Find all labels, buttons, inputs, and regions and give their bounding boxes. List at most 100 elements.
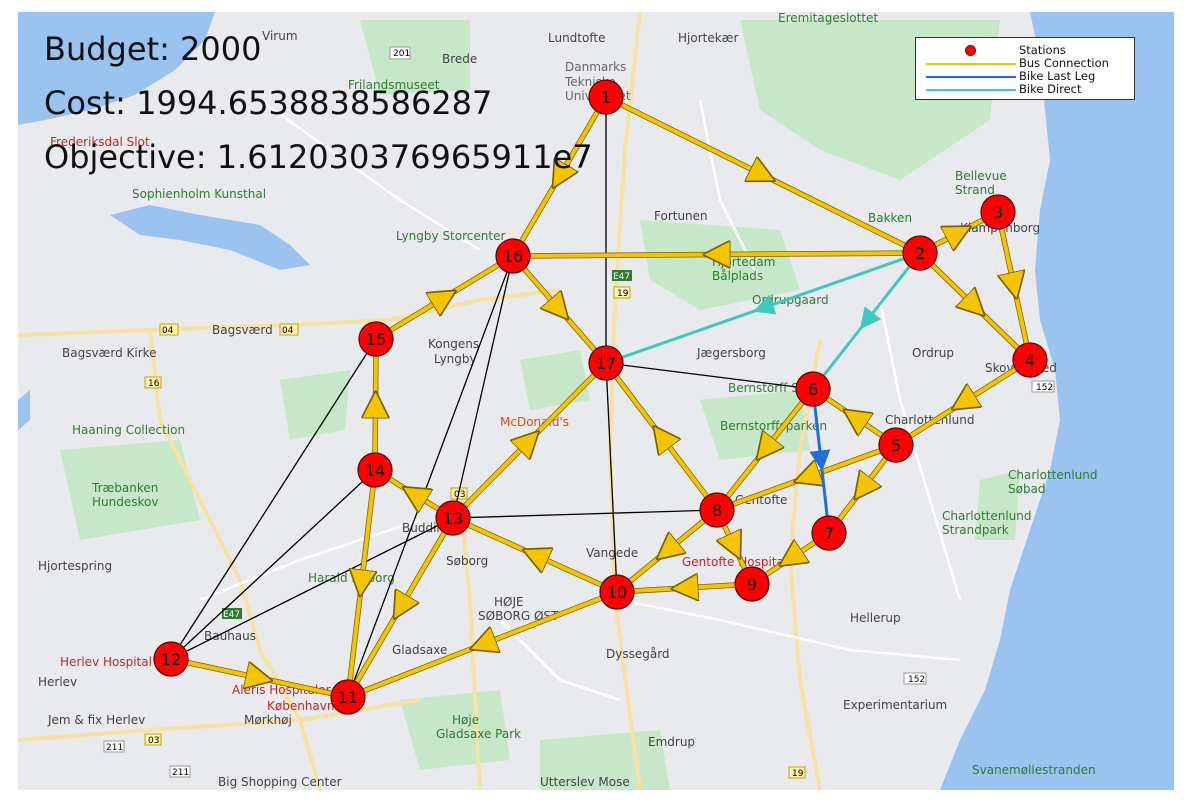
svg-text:Jem & fix Herlev: Jem & fix Herlev (47, 713, 145, 727)
svg-text:Virum: Virum (262, 29, 298, 43)
station-marker (358, 321, 394, 357)
svg-text:Vangede: Vangede (586, 546, 638, 560)
legend-item-stations: Stations (926, 44, 1066, 57)
bus-connection-2-4 (918, 251, 1032, 362)
black-link-16-11 (347, 255, 514, 698)
park-lyngby (520, 350, 590, 410)
road-shields: 201 04 04 16 E47 19 03 211 211 03 E47 15… (103, 46, 1055, 779)
svg-text:Brede: Brede (442, 52, 477, 66)
svg-text:Strandpark: Strandpark (942, 523, 1009, 537)
bus-connection-16-17 (511, 254, 608, 365)
station-4[interactable]: 4 (1012, 342, 1048, 378)
station-3[interactable]: 3 (980, 194, 1016, 230)
basemap: Virum Brede Lundtofte Hjortekær Eremitag… (17, 11, 1174, 791)
park-area (360, 20, 470, 95)
station-2[interactable]: 2 (902, 235, 938, 271)
legend-label: Bus Connection (1019, 56, 1109, 70)
bus-connection-1-16 (511, 95, 608, 258)
station-9[interactable]: 9 (734, 566, 770, 602)
svg-text:211: 211 (172, 768, 189, 778)
svg-text:Experimentarium: Experimentarium (843, 698, 947, 712)
svg-text:201: 201 (393, 49, 410, 59)
station-12[interactable]: 12 (153, 641, 189, 677)
black-link-17-6 (605, 362, 814, 390)
bike-last-leg-line-icon (926, 76, 1016, 78)
station-11[interactable]: 11 (330, 679, 366, 715)
svg-text:Bagsværd Kirke: Bagsværd Kirke (62, 346, 157, 360)
station-16[interactable]: 16 (495, 238, 531, 274)
bus-connection-10-11 (347, 590, 618, 699)
svg-text:Bernstorffsparken: Bernstorffsparken (720, 419, 827, 433)
station-17[interactable]: 17 (588, 345, 624, 381)
svg-text:Bakken: Bakken (868, 211, 912, 225)
svg-text:Harald Nyborg: Harald Nyborg (308, 571, 395, 585)
station-15[interactable]: 15 (358, 321, 394, 357)
bus-connection-12-11 (170, 657, 349, 699)
station-14[interactable]: 14 (357, 452, 393, 488)
legend-label: Bike Direct (1019, 82, 1082, 96)
svg-text:211: 211 (106, 743, 123, 753)
svg-text:Charlottenlund: Charlottenlund (885, 413, 975, 427)
svg-text:Eremitageslottet: Eremitageslottet (778, 11, 878, 25)
station-marker (495, 238, 531, 274)
svg-text:Fortunen: Fortunen (654, 209, 708, 223)
svg-text:152: 152 (908, 675, 925, 685)
park-area (280, 370, 350, 440)
lake-lyngby (110, 205, 310, 270)
svg-text:København: København (267, 699, 334, 713)
station-marker (811, 515, 847, 551)
bus-connection-2-16 (512, 253, 921, 256)
svg-text:Utterslev Mose: Utterslev Mose (540, 775, 630, 789)
svg-text:03: 03 (148, 736, 159, 746)
svg-text:Bellevue: Bellevue (955, 169, 1007, 183)
bike-links-layer (605, 251, 922, 534)
park-strandpark (975, 470, 1020, 540)
station-6[interactable]: 6 (795, 371, 831, 407)
svg-text:Kongens: Kongens (428, 337, 479, 351)
station-label: 3 (993, 203, 1003, 222)
bus-connection-8-10 (615, 508, 719, 594)
svg-text:E47: E47 (613, 272, 630, 282)
svg-text:Frederiksdal Slot: Frederiksdal Slot (50, 135, 150, 149)
svg-text:Charlottenlund: Charlottenlund (942, 509, 1032, 523)
station-10[interactable]: 10 (599, 574, 635, 610)
svg-text:Sophienholm Kunsthal: Sophienholm Kunsthal (132, 187, 266, 201)
bus-connection-9-10 (616, 584, 753, 592)
bus-connection-6-8 (715, 387, 815, 512)
svg-text:Bagsværd: Bagsværd (212, 323, 273, 337)
station-marker (435, 500, 471, 536)
legend-item-bus: Bus Connection (926, 57, 1109, 70)
bus-connection-14-11 (346, 469, 375, 698)
station-marker (357, 452, 393, 488)
svg-text:Søbad: Søbad (1008, 482, 1046, 496)
station-8[interactable]: 8 (699, 492, 735, 528)
station-label: 11 (338, 688, 358, 707)
station-marker (588, 79, 624, 115)
station-label: 5 (891, 436, 901, 455)
budget-text: Budget: 2000 (44, 30, 262, 68)
station-5[interactable]: 5 (878, 427, 914, 463)
svg-text:19: 19 (792, 769, 804, 779)
svg-text:Hjortespring: Hjortespring (38, 559, 112, 573)
station-1[interactable]: 1 (588, 79, 624, 115)
black-link-16-13 (452, 255, 514, 519)
station-label: 6 (808, 380, 818, 399)
svg-text:04: 04 (282, 326, 294, 336)
bike-last-leg-6-7 (809, 388, 831, 534)
station-13[interactable]: 13 (435, 500, 471, 536)
legend-item-bike-direct: Bike Direct (926, 83, 1082, 96)
station-label: 13 (443, 509, 463, 528)
bus-connection-3-4 (996, 211, 1032, 361)
svg-text:Lyngby Storcenter: Lyngby Storcenter (396, 229, 505, 243)
station-label: 1 (601, 88, 611, 107)
legend: Stations Bus Connection Bike Last Leg Bi… (915, 37, 1135, 100)
legend-label: Bike Last Leg (1019, 69, 1096, 83)
svg-text:152: 152 (1036, 383, 1053, 393)
station-marker (699, 492, 735, 528)
station-marker (795, 371, 831, 407)
station-7[interactable]: 7 (811, 515, 847, 551)
svg-text:Mørkhøj: Mørkhøj (244, 713, 292, 727)
svg-text:SØBORG ØST: SØBORG ØST (478, 609, 559, 623)
